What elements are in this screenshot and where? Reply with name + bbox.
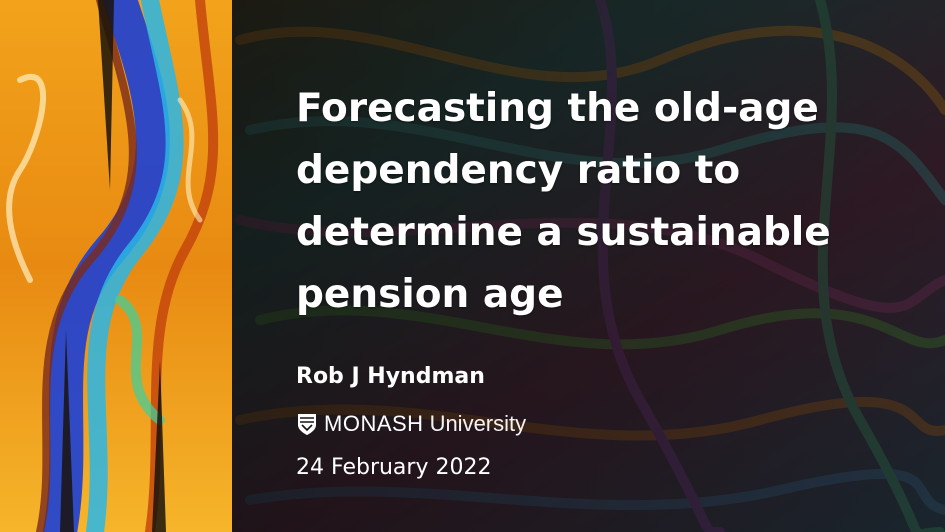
monash-crest-icon [298, 414, 316, 435]
author-name: Rob J Hyndman [296, 364, 485, 389]
logo-text-university: University [429, 411, 527, 436]
monash-logo: MONASH University [296, 408, 526, 440]
overlay-tint [232, 0, 945, 532]
slide-title: Forecasting the old-age dependency ratio… [296, 86, 831, 317]
presentation-date: 24 February 2022 [296, 455, 492, 480]
logo-text-monash: MONASH [324, 411, 424, 436]
